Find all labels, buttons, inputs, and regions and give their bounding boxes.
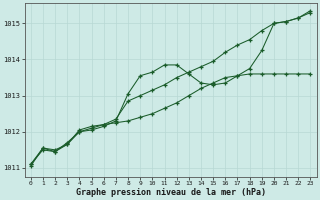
X-axis label: Graphe pression niveau de la mer (hPa): Graphe pression niveau de la mer (hPa) — [76, 188, 266, 197]
